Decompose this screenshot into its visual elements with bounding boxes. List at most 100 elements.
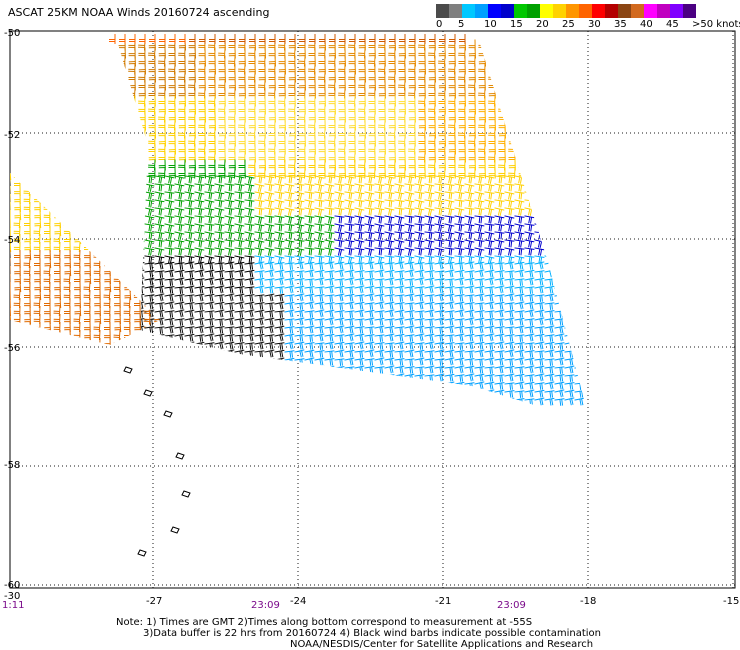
wind-barb	[364, 309, 375, 318]
wind-barb	[374, 398, 385, 406]
wind-barb	[584, 215, 590, 224]
wind-barb	[404, 293, 415, 302]
wind-barb	[184, 223, 195, 232]
wind-barb	[484, 293, 495, 302]
wind-barb	[228, 159, 236, 171]
wind-barb	[538, 159, 547, 171]
wind-barb	[144, 207, 155, 217]
wind-barb	[518, 119, 526, 131]
wind-barb	[44, 226, 51, 236]
wind-barb	[254, 231, 265, 240]
wind-barb	[115, 95, 117, 107]
wind-barb	[194, 334, 205, 342]
wind-barb	[10, 257, 11, 269]
wind-barb	[488, 71, 496, 83]
wind-barb	[299, 34, 306, 44]
wind-barb	[74, 305, 82, 317]
wind-barb	[359, 34, 366, 44]
wind-barb	[44, 233, 51, 245]
legend-label: 5	[458, 19, 465, 30]
wind-barb	[394, 183, 405, 193]
wind-barb	[288, 47, 296, 59]
wind-barb	[44, 313, 51, 325]
wind-barb	[474, 199, 485, 208]
wind-barb	[424, 199, 435, 208]
wind-barb	[544, 199, 555, 208]
wind-barb	[228, 95, 236, 107]
wind-barb	[494, 239, 505, 248]
wind-barb	[134, 255, 145, 265]
wind-barb	[208, 111, 216, 123]
wind-barb	[538, 151, 546, 163]
wind-barb	[214, 341, 225, 350]
wind-barb	[484, 231, 495, 240]
wind-barb	[114, 290, 121, 300]
wind-barb	[214, 397, 225, 406]
wind-barb	[103, 217, 111, 229]
wind-barb	[73, 173, 81, 181]
wind-barb	[508, 103, 516, 115]
wind-barb	[264, 223, 275, 232]
wind-barb	[454, 223, 465, 232]
wind-barb	[178, 143, 186, 155]
wind-barb	[534, 350, 545, 358]
wind-barb	[194, 207, 205, 216]
wind-barb	[314, 191, 325, 200]
wind-barb	[318, 87, 326, 99]
wind-barb	[174, 381, 185, 390]
wind-barb	[388, 127, 396, 139]
wind-barb	[224, 215, 235, 225]
wind-barb	[384, 231, 395, 241]
wind-barb	[544, 191, 555, 201]
legend-swatch	[540, 4, 553, 18]
wind-barb	[324, 397, 335, 406]
wind-barb	[458, 143, 466, 155]
wind-barb	[119, 34, 126, 44]
wind-barb	[464, 239, 475, 249]
wind-barb	[464, 358, 475, 366]
wind-barb	[134, 177, 141, 189]
wind-barb	[514, 366, 525, 374]
wind-barb	[334, 247, 345, 257]
wind-barb	[504, 293, 515, 302]
wind-barb	[458, 55, 466, 67]
wind-barb	[364, 231, 375, 240]
wind-barb	[474, 366, 485, 374]
wind-barb	[244, 350, 255, 358]
wind-barb	[324, 239, 335, 249]
legend-swatch	[618, 4, 631, 18]
wind-barb	[204, 301, 215, 310]
wind-barb	[324, 207, 335, 216]
contamination-mark	[170, 526, 180, 534]
wind-barb	[428, 63, 436, 75]
wind-barb	[348, 167, 356, 179]
wind-barb	[478, 47, 486, 59]
wind-barb	[354, 247, 365, 256]
wind-barb	[83, 217, 91, 229]
wind-barb	[518, 71, 526, 83]
wind-barb	[334, 278, 345, 286]
wind-barb	[158, 87, 166, 99]
wind-barb	[124, 223, 135, 232]
wind-barb	[478, 79, 486, 91]
wind-barb	[564, 365, 575, 374]
wind-barb	[174, 342, 185, 350]
wind-barb	[364, 261, 375, 270]
wind-barb	[294, 365, 305, 374]
wind-barb	[284, 389, 295, 398]
wind-barb	[534, 333, 545, 342]
wind-barb	[278, 127, 286, 139]
wind-barb	[524, 199, 535, 208]
wind-barb	[334, 269, 345, 278]
wind-barb	[534, 285, 545, 294]
contamination-mark	[143, 389, 153, 397]
wind-barb	[504, 341, 515, 350]
wind-barb	[158, 47, 166, 59]
wind-barb	[198, 159, 206, 171]
wind-barb	[384, 342, 395, 350]
wind-barb	[194, 358, 205, 366]
wind-barb	[458, 47, 466, 59]
wind-barb	[514, 398, 525, 406]
wind-barb	[254, 294, 265, 302]
wind-barb	[324, 341, 335, 350]
